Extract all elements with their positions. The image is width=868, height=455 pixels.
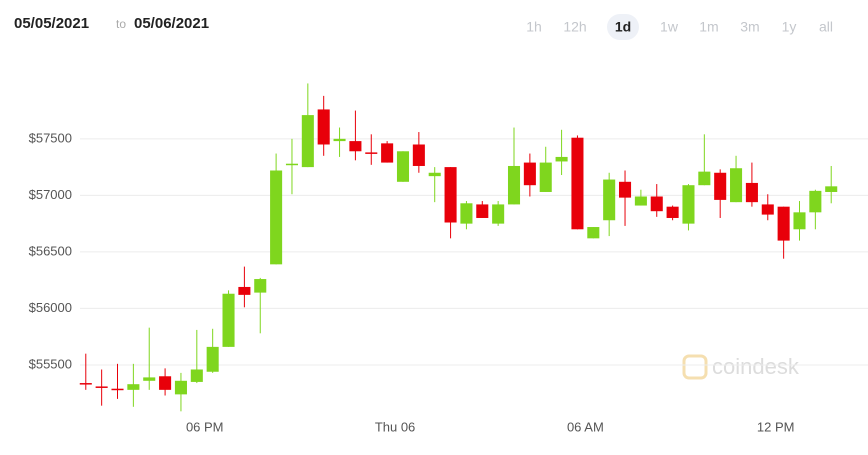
- candle-body: [619, 181, 632, 198]
- date-from: 05/05/2021: [14, 15, 89, 32]
- range-button[interactable]: 12h: [563, 19, 586, 35]
- range-button[interactable]: 3m: [740, 19, 759, 35]
- candle-body: [809, 190, 822, 213]
- y-tick-label: $57000: [29, 187, 72, 202]
- candle-body: [603, 179, 616, 221]
- range-button[interactable]: 1y: [782, 19, 797, 35]
- candle-body: [476, 204, 489, 218]
- candle-body: [396, 151, 410, 182]
- candle-body: [222, 293, 235, 347]
- y-tick-label: $56000: [29, 300, 72, 315]
- candle-body: [301, 115, 314, 168]
- range-button-highlight: [607, 14, 639, 40]
- candle-body: [365, 152, 378, 154]
- candle-body: [730, 168, 743, 203]
- range-button[interactable]: 1w: [660, 19, 679, 35]
- candle-body: [95, 386, 108, 388]
- candle-body: [143, 377, 156, 381]
- candle-body: [523, 162, 536, 186]
- candle-body: [254, 279, 267, 293]
- watermark-icon: [682, 354, 708, 380]
- candle-body: [79, 383, 92, 385]
- candle-body: [571, 137, 584, 230]
- candle-body: [555, 156, 568, 162]
- range-button[interactable]: 1d: [615, 19, 631, 35]
- candle-body: [428, 172, 441, 177]
- candle-body: [270, 170, 283, 265]
- candle-body: [761, 204, 774, 215]
- candle-body: [793, 212, 806, 230]
- x-tick-label: 12 PM: [757, 419, 795, 434]
- candle-body: [825, 186, 838, 192]
- candle-body: [317, 109, 330, 145]
- candle-body: [587, 227, 600, 239]
- range-button[interactable]: 1h: [526, 19, 542, 35]
- candle-body: [381, 143, 394, 163]
- watermark: coindesk: [682, 354, 800, 380]
- candle-body: [349, 141, 362, 152]
- candle-body: [634, 196, 647, 206]
- candle-body: [444, 167, 457, 223]
- x-tick-label: Thu 06: [375, 419, 415, 434]
- range-buttons: 1h 12h 1d 1w 1m 3m 1y all: [526, 14, 833, 40]
- candle-body: [285, 163, 298, 166]
- candle-body: [412, 144, 425, 166]
- x-tick-label: 06 PM: [186, 419, 224, 434]
- date-to: 05/06/2021: [134, 15, 209, 32]
- range-button[interactable]: 1m: [699, 19, 718, 35]
- candle-body: [206, 346, 219, 372]
- candle-body: [127, 384, 140, 390]
- candle-body: [190, 369, 203, 382]
- candle-body: [714, 172, 727, 200]
- candle-body: [159, 376, 172, 390]
- candle-body: [682, 185, 695, 224]
- candle-body: [174, 380, 187, 395]
- candle-body: [460, 203, 473, 224]
- watermark-text: coindesk: [712, 354, 800, 379]
- y-tick-label: $57500: [29, 130, 72, 145]
- candle-body: [650, 196, 663, 212]
- candle-body: [539, 162, 552, 192]
- candle-body: [507, 165, 521, 205]
- range-button[interactable]: all: [819, 19, 833, 35]
- candle-body: [666, 206, 679, 218]
- candle-body: [333, 138, 346, 142]
- candle-body: [745, 182, 758, 203]
- y-tick-label: $55500: [29, 356, 72, 371]
- x-tick-label: 06 AM: [567, 419, 604, 434]
- date-separator: to: [116, 17, 126, 31]
- candle-body: [111, 388, 124, 391]
- candle-body: [238, 286, 251, 295]
- candle-body: [777, 206, 790, 241]
- candle-body: [698, 171, 711, 186]
- candle-body: [492, 204, 505, 224]
- y-tick-label: $56500: [29, 243, 72, 258]
